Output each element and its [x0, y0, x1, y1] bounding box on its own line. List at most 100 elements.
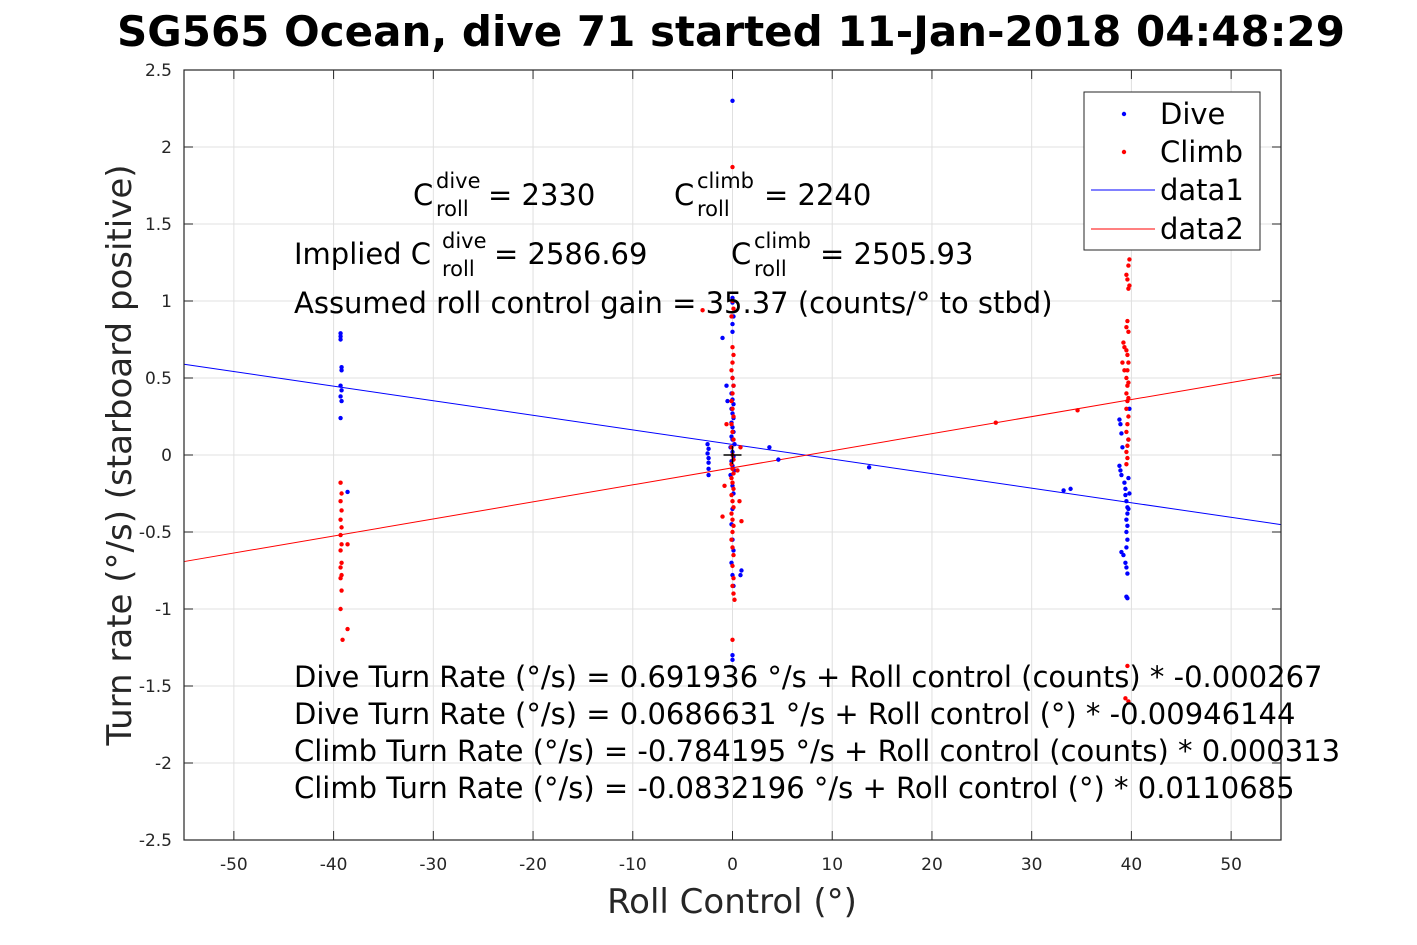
climb-point: [339, 508, 344, 513]
gain-annotation: Assumed roll control gain = 35.37 (count…: [294, 286, 1053, 320]
dive-point: [1117, 463, 1122, 468]
dive-point: [730, 295, 735, 301]
climb-point: [730, 429, 735, 435]
dive-point: [339, 368, 344, 373]
climb-point: [339, 491, 344, 496]
climb-point: [731, 437, 736, 442]
climb-point: [731, 306, 736, 311]
dive-point: [1123, 486, 1128, 492]
dive-point: [339, 398, 344, 404]
dive-point: [345, 489, 350, 495]
climb-point: [1126, 286, 1131, 291]
climb-point: [1125, 277, 1130, 282]
equation-dive-degrees: Dive Turn Rate (°/s) = 0.0686631 °/s + R…: [294, 697, 1295, 731]
y-tick-label: -1.5: [139, 677, 172, 697]
x-tick-label: -20: [519, 855, 547, 875]
implied-dive-sup: dive: [442, 229, 487, 253]
dive-point: [1117, 417, 1122, 422]
dive-point: [1124, 529, 1129, 535]
climb-point: [1125, 383, 1130, 388]
dive-point: [739, 568, 744, 573]
dive-point: [338, 337, 343, 342]
climb-point: [730, 637, 735, 642]
climb-point: [729, 398, 734, 404]
climb-point: [1124, 375, 1129, 381]
y-tick-label: 2.5: [145, 61, 172, 81]
dive-point: [1118, 422, 1123, 427]
climb-point: [1124, 429, 1129, 435]
climb-point: [1126, 437, 1131, 442]
climb-point: [730, 466, 735, 472]
dive-point: [1125, 523, 1130, 529]
climb-point: [1126, 263, 1131, 268]
dive-point: [1120, 445, 1125, 450]
implied-climb-sup: climb: [754, 229, 811, 253]
climb-point: [730, 375, 735, 381]
climb-point: [730, 545, 735, 550]
dive-point: [738, 572, 743, 578]
dive-point: [1126, 506, 1131, 512]
implied-dive-value: = 2586.69: [494, 237, 647, 271]
climb-point: [729, 537, 734, 542]
climb-point: [1125, 422, 1130, 427]
climb-point: [338, 565, 343, 570]
climb-point: [1126, 360, 1131, 365]
climb-point: [1122, 368, 1127, 373]
y-tick-label: -2.5: [139, 831, 172, 851]
dive-point: [1122, 480, 1127, 485]
climb-point: [1125, 455, 1130, 461]
legend-dive: Dive: [1160, 97, 1225, 131]
data-points: [338, 98, 1132, 704]
c-climb-sub: roll: [697, 197, 730, 221]
c-dive-label: C: [413, 178, 433, 212]
climb-point: [729, 368, 734, 373]
climb-point: [730, 583, 735, 589]
climb-point: [738, 445, 743, 450]
dive-point: [730, 653, 735, 658]
climb-point: [1121, 340, 1126, 345]
origin-marker: [723, 446, 742, 464]
dive-point: [1126, 475, 1131, 481]
climb-point: [1125, 398, 1130, 404]
y-tick-label: 0: [161, 446, 172, 466]
dive-point: [1119, 472, 1124, 478]
legend-data2: data2: [1160, 212, 1244, 246]
climb-point: [1120, 360, 1125, 365]
dive-point: [1124, 499, 1129, 504]
climb-point: [338, 576, 343, 581]
dive-point: [706, 466, 711, 472]
dive-point: [1118, 468, 1123, 473]
dive-point: [1124, 517, 1129, 522]
climb-point: [1126, 414, 1131, 419]
climb-point: [731, 352, 736, 358]
climb-point: [1124, 462, 1129, 467]
climb-point: [1124, 406, 1129, 411]
dive-point: [730, 657, 735, 663]
climb-point: [1123, 696, 1128, 701]
climb-point: [731, 383, 736, 388]
x-tick-label: -50: [220, 855, 248, 875]
dive-point: [338, 383, 343, 388]
y-tick-label: -2: [155, 754, 172, 774]
dive-point: [1127, 491, 1132, 496]
c-climb-label: C: [674, 178, 694, 212]
x-tick-label: 10: [821, 855, 843, 875]
dive-point: [706, 472, 711, 478]
legend-climb: Climb: [1160, 135, 1243, 169]
climb-point: [730, 391, 735, 396]
dive-point: [1068, 486, 1073, 492]
y-tick-label: 2: [161, 138, 172, 158]
climb-point: [993, 420, 998, 425]
implied-prefix: Implied C: [294, 237, 431, 271]
climb-point: [729, 492, 734, 498]
implied-climb-sub: roll: [754, 257, 787, 281]
climb-point: [700, 308, 705, 313]
climb-point: [338, 548, 343, 553]
climb-point: [731, 486, 736, 492]
climb-point: [338, 480, 343, 485]
x-tick-label: 50: [1220, 855, 1242, 875]
x-tick-labels: -50 -40 -30 -20 -10 0 10 20 30 40 50: [220, 855, 1242, 875]
dive-point: [705, 442, 710, 447]
climb-point: [1124, 391, 1129, 396]
